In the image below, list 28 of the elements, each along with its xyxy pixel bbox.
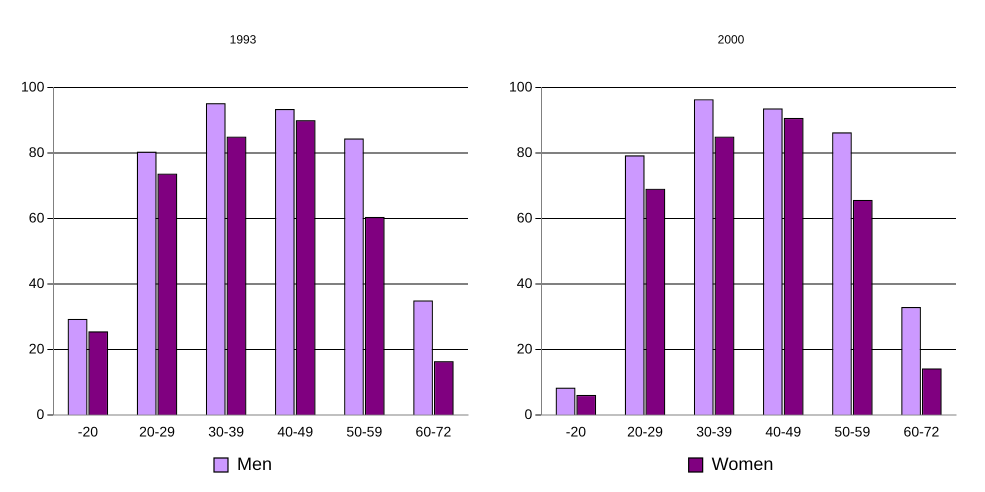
x-tick-label: -20 <box>566 423 586 440</box>
y-tick-label: 80 <box>516 144 533 160</box>
y-tick-label: 80 <box>28 144 45 160</box>
y-tick-label: 0 <box>524 406 533 422</box>
y-tick-label: 20 <box>28 340 45 356</box>
y-tick-label: 100 <box>509 78 533 94</box>
chart-title: 1993 <box>230 32 257 47</box>
x-tick-label: 40-49 <box>277 423 314 440</box>
legend-label: Women <box>712 454 774 474</box>
x-tick-label: 20-29 <box>139 423 176 440</box>
y-tick-label: 0 <box>36 406 45 422</box>
y-tick-label: 40 <box>28 274 45 291</box>
x-tick-label: 50-59 <box>346 423 382 440</box>
x-tick-label: 30-39 <box>696 423 732 440</box>
x-tick-label: 50-59 <box>834 423 870 440</box>
x-tick-label: 20-29 <box>627 423 664 440</box>
x-tick-label: 60-72 <box>416 423 452 440</box>
y-tick-label: 100 <box>21 78 45 94</box>
y-tick-label: 60 <box>516 209 533 226</box>
y-tick-label: 60 <box>28 209 45 226</box>
y-tick-label: 40 <box>516 274 533 291</box>
x-tick-label: 60-72 <box>904 423 940 440</box>
x-tick-label: 30-39 <box>208 423 244 440</box>
x-tick-label: -20 <box>78 423 98 440</box>
x-tick-label: 40-49 <box>765 423 802 440</box>
y-tick-label: 20 <box>516 340 533 356</box>
legend-label: Men <box>236 454 272 474</box>
chart-title: 2000 <box>718 32 745 47</box>
